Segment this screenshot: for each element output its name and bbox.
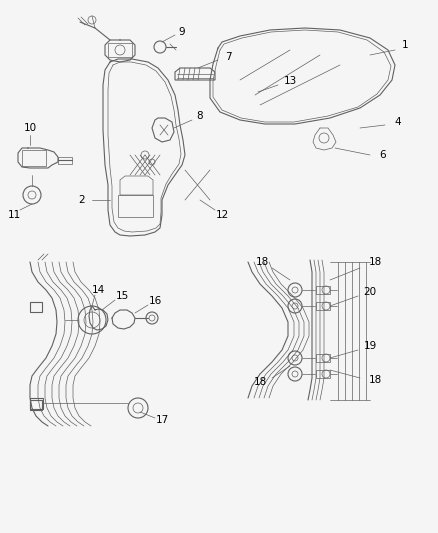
Text: 12: 12 (215, 210, 229, 220)
Text: 11: 11 (7, 210, 21, 220)
Text: 16: 16 (148, 296, 162, 306)
Bar (30, 400, 42, 410)
Text: 1: 1 (402, 40, 408, 50)
Text: 18: 18 (368, 257, 381, 267)
Text: 13: 13 (283, 76, 297, 86)
Text: 18: 18 (368, 375, 381, 385)
Bar (316, 302, 330, 310)
Bar (30, 398, 43, 409)
Text: 4: 4 (395, 117, 401, 127)
Bar (316, 286, 330, 294)
Text: 20: 20 (364, 287, 377, 297)
Text: 17: 17 (155, 415, 169, 425)
Text: 15: 15 (115, 291, 129, 301)
Bar (316, 370, 330, 378)
Text: 9: 9 (179, 27, 185, 37)
Text: 18: 18 (253, 377, 267, 387)
Bar (30, 302, 42, 312)
Text: 10: 10 (24, 123, 36, 133)
Text: 14: 14 (92, 285, 105, 295)
Text: 6: 6 (380, 150, 386, 160)
Bar (22, 150, 46, 166)
Text: 7: 7 (225, 52, 231, 62)
Text: 2: 2 (79, 195, 85, 205)
Bar (118, 195, 153, 217)
Bar (316, 354, 330, 362)
Text: 18: 18 (255, 257, 268, 267)
Text: 8: 8 (197, 111, 203, 121)
Text: 19: 19 (364, 341, 377, 351)
Bar (108, 43, 132, 57)
Bar (58, 157, 72, 164)
